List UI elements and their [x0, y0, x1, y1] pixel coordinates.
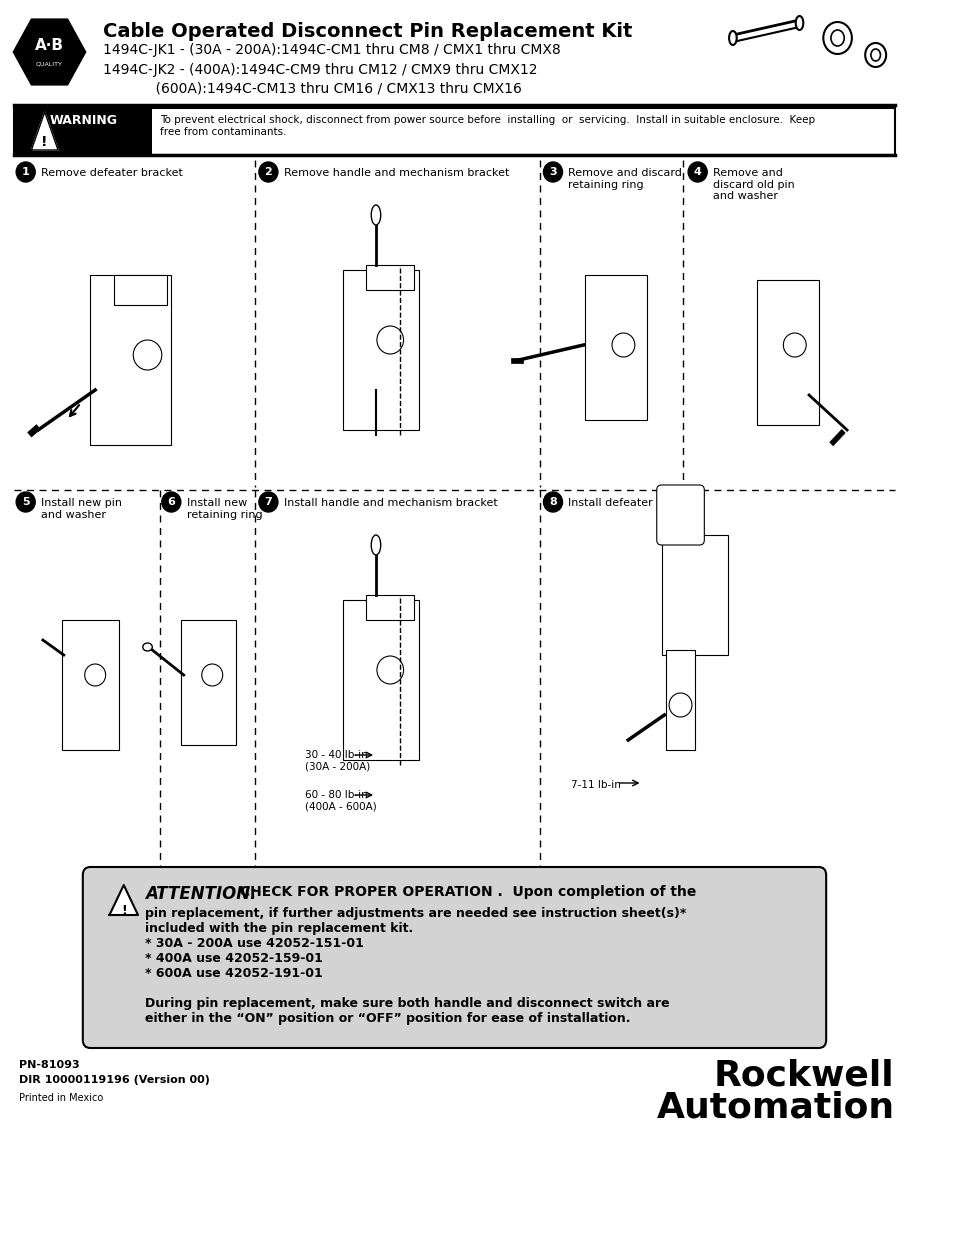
Text: Remove and
discard old pin
and washer: Remove and discard old pin and washer: [712, 168, 794, 201]
Bar: [181, 620, 235, 745]
Circle shape: [202, 664, 222, 685]
Text: Install defeater bracket: Install defeater bracket: [568, 498, 698, 508]
Text: 2: 2: [264, 167, 272, 177]
Bar: [511, 358, 522, 363]
Ellipse shape: [728, 31, 736, 44]
Text: (600A):1494C-CM13 thru CM16 / CMX13 thru CMX16: (600A):1494C-CM13 thru CM16 / CMX13 thru…: [103, 82, 521, 95]
Polygon shape: [31, 112, 58, 149]
Circle shape: [543, 492, 562, 513]
Text: A·B: A·B: [35, 38, 64, 53]
Text: ATTENTION:: ATTENTION:: [145, 885, 256, 903]
Circle shape: [687, 162, 706, 182]
Circle shape: [258, 492, 277, 513]
Text: Automation: Automation: [656, 1091, 894, 1124]
Bar: [756, 280, 818, 425]
Bar: [28, 425, 40, 437]
Ellipse shape: [143, 643, 152, 651]
Ellipse shape: [371, 205, 380, 225]
Text: !: !: [121, 904, 127, 916]
Text: Remove and discard
retaining ring: Remove and discard retaining ring: [568, 168, 681, 190]
Ellipse shape: [864, 43, 885, 67]
Circle shape: [16, 492, 35, 513]
Bar: [342, 270, 418, 430]
Text: 3: 3: [549, 167, 557, 177]
Text: 6: 6: [167, 496, 175, 508]
Bar: [114, 275, 167, 305]
Bar: [342, 600, 418, 760]
Text: 1494C-JK1 - (30A - 200A):1494C-CM1 thru CM8 / CMX1 thru CMX8: 1494C-JK1 - (30A - 200A):1494C-CM1 thru …: [103, 43, 560, 57]
Polygon shape: [110, 885, 138, 915]
Circle shape: [16, 162, 35, 182]
Circle shape: [543, 162, 562, 182]
Bar: [14, 107, 152, 156]
Bar: [366, 595, 414, 620]
Text: Install new pin
and washer: Install new pin and washer: [41, 498, 122, 520]
Text: 1494C-JK2 - (400A):1494C-CM9 thru CM12 / CMX9 thru CMX12: 1494C-JK2 - (400A):1494C-CM9 thru CM12 /…: [103, 63, 537, 77]
Text: Rockwell: Rockwell: [714, 1058, 894, 1092]
Text: QUALITY: QUALITY: [36, 62, 63, 67]
Bar: [91, 275, 172, 445]
Text: To prevent electrical shock, disconnect from power source before  installing  or: To prevent electrical shock, disconnect …: [160, 115, 814, 137]
Text: Remove defeater bracket: Remove defeater bracket: [41, 168, 183, 178]
Ellipse shape: [870, 49, 880, 61]
Ellipse shape: [822, 22, 851, 54]
Circle shape: [376, 326, 403, 354]
Circle shape: [668, 693, 691, 718]
Circle shape: [162, 492, 181, 513]
Text: !: !: [41, 135, 48, 149]
Circle shape: [85, 664, 106, 685]
Text: Install new
retaining ring: Install new retaining ring: [187, 498, 262, 520]
Circle shape: [376, 656, 403, 684]
Circle shape: [258, 162, 277, 182]
Circle shape: [133, 340, 162, 370]
Bar: [829, 430, 844, 446]
Text: PN-81093: PN-81093: [19, 1060, 80, 1070]
Circle shape: [612, 333, 634, 357]
Bar: [366, 266, 414, 290]
Text: Cable Operated Disconnect Pin Replacement Kit: Cable Operated Disconnect Pin Replacemen…: [103, 22, 632, 41]
Text: Remove handle and mechanism bracket: Remove handle and mechanism bracket: [283, 168, 509, 178]
Text: 8: 8: [549, 496, 557, 508]
Text: 5: 5: [22, 496, 30, 508]
Bar: [660, 535, 727, 655]
Bar: [585, 275, 646, 420]
FancyBboxPatch shape: [83, 867, 825, 1049]
Text: DIR 10000119196 (Version 00): DIR 10000119196 (Version 00): [19, 1074, 210, 1086]
Text: 7-11 lb-in: 7-11 lb-in: [571, 781, 620, 790]
Ellipse shape: [371, 535, 380, 555]
Circle shape: [782, 333, 805, 357]
Text: 30 - 40 lb-in
(30A - 200A): 30 - 40 lb-in (30A - 200A): [304, 750, 370, 772]
Text: 60 - 80 lb-in
(400A - 600A): 60 - 80 lb-in (400A - 600A): [304, 790, 375, 811]
Bar: [62, 620, 119, 750]
Text: 7: 7: [264, 496, 272, 508]
Text: CHECK FOR PROPER OPERATION .  Upon completion of the: CHECK FOR PROPER OPERATION . Upon comple…: [234, 885, 696, 899]
Text: Printed in Mexico: Printed in Mexico: [19, 1093, 103, 1103]
Text: WARNING: WARNING: [50, 114, 117, 126]
FancyBboxPatch shape: [656, 485, 703, 545]
Ellipse shape: [830, 30, 843, 46]
Ellipse shape: [795, 16, 802, 30]
Text: Install handle and mechanism bracket: Install handle and mechanism bracket: [283, 498, 497, 508]
Text: 4: 4: [693, 167, 700, 177]
Bar: [14, 107, 894, 156]
Text: pin replacement, if further adjustments are needed see instruction sheet(s)*
inc: pin replacement, if further adjustments …: [145, 906, 685, 1025]
Bar: [665, 650, 694, 750]
Text: 1: 1: [22, 167, 30, 177]
